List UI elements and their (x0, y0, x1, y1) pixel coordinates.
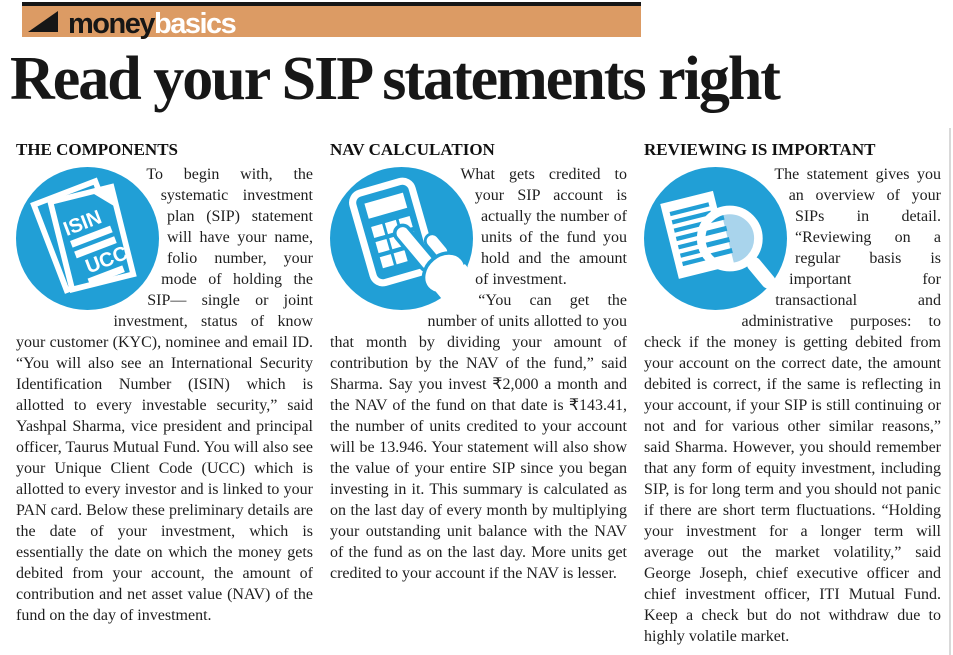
article-headline: Read your SIP statements right (10, 45, 781, 113)
page-edge-rule (949, 128, 951, 655)
magnifier-document-icon (644, 167, 787, 310)
isin-ucc-documents-icon: ISIN UCC (16, 167, 159, 310)
section-heading-components: THE COMPONENTS (16, 140, 178, 159)
logo-money-text: money (68, 8, 155, 40)
logo-basics-text: basics (153, 8, 237, 40)
calculator-hand-icon (330, 167, 473, 310)
section-heading-nav-calculation: NAV CALCULATION (330, 140, 495, 159)
article-columns: THE COMPONENTS ISIN UCC (16, 140, 941, 655)
column-the-components: THE COMPONENTS ISIN UCC (16, 140, 313, 655)
moneybasics-banner: moneybasics (22, 2, 641, 40)
article-paragraph: To begin with, the systematic investment… (16, 166, 313, 624)
banner-flag-icon (28, 11, 58, 32)
article-paragraph: The statement gives you an overview of y… (644, 166, 941, 645)
section-heading-reviewing: REVIEWING IS IMPORTANT (644, 140, 876, 159)
column-nav-calculation: NAV CALCULATION (330, 140, 627, 655)
article-paragraph: “You can get the number of units allotte… (330, 292, 627, 582)
moneybasics-logo: moneybasics (68, 8, 237, 40)
article-paragraph: What gets credited to your SIP account i… (460, 166, 627, 288)
column-reviewing-is-important: REVIEWING IS IMPORTANT (644, 140, 941, 655)
